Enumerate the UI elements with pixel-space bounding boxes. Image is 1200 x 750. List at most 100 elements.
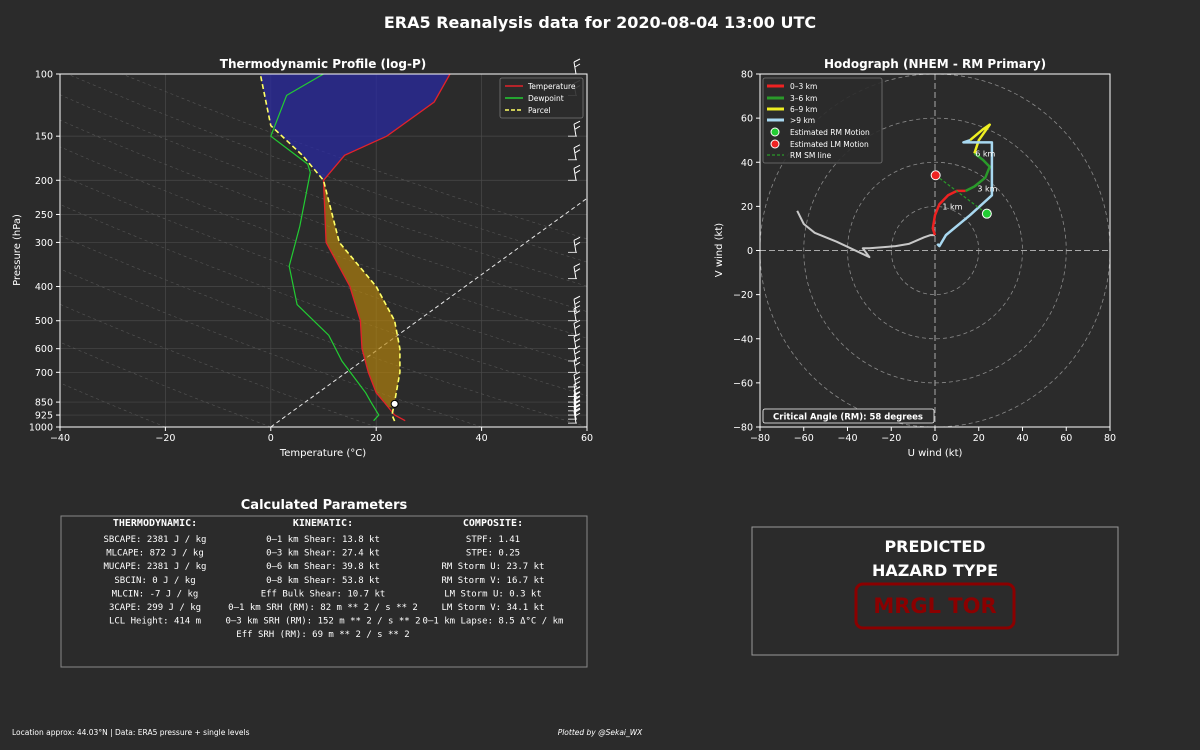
hodograph-xlabel: U wind (kt) (908, 448, 963, 459)
legend-sm-line: RM SM line (790, 151, 832, 160)
hodograph-ytick: 0 (747, 246, 753, 257)
skewt-ytick: 300 (35, 238, 53, 249)
wind-barb (568, 120, 581, 137)
skewt-ytick: 100 (35, 70, 53, 81)
hazard-value: MRGL TOR (873, 594, 996, 618)
param-comp-line: RM Storm V: 16.7 kt (442, 576, 545, 586)
wind-barb (568, 395, 581, 412)
hodograph-panel: Hodograph (NHEM - RM Primary) 1 km 3 km 6 … (714, 57, 1116, 459)
legend-6-9km: 6–9 km (790, 105, 817, 114)
hodograph-xtick: −80 (750, 433, 770, 444)
param-kin-line: 0–6 km Shear: 39.8 kt (266, 562, 380, 572)
hodograph-segment (965, 152, 991, 193)
temperature-line (322, 74, 451, 422)
hodograph-ytick: 60 (741, 114, 753, 125)
kinematic-heading: KINEMATIC: (293, 518, 353, 529)
skewt-ytick: 700 (35, 368, 53, 379)
skewt-xtick: 20 (370, 433, 382, 444)
dry-adiabat (60, 268, 482, 427)
parcel-start-marker (390, 399, 399, 408)
legend-lm-motion: Estimated LM Motion (790, 140, 869, 149)
critical-angle-box: Critical Angle (RM): 58 degrees (762, 408, 935, 424)
wind-barb (568, 407, 581, 424)
dewpoint-line (270, 74, 380, 422)
wind-barb (568, 356, 581, 373)
legend-9km-plus: >9 km (790, 116, 815, 125)
hodograph-grid (760, 74, 1110, 427)
rm-motion-marker (981, 208, 992, 219)
skewt-xtick: 0 (268, 433, 274, 444)
hodograph-ytick: 80 (741, 70, 753, 81)
skewt-ticks: −40 −20 0 20 40 60 100 150 200 250 300 400 500 600 700… (29, 70, 593, 445)
legend-3-6km: 3–6 km (790, 94, 817, 103)
hodograph-xtick: −40 (837, 433, 857, 444)
param-kin-line: 0–3 km SRH (RM): 152 m ** 2 / s ** 2 (225, 617, 420, 627)
skewt-ytick: 150 (35, 132, 53, 143)
skewt-panel: Thermodynamic Profile (log-P) −40 −20 0 20 4… (12, 57, 593, 459)
hodograph-segment (796, 210, 935, 259)
wind-barb (568, 403, 581, 420)
wind-barb (568, 295, 581, 312)
param-thermo-line: LCL Height: 414 m (109, 617, 201, 627)
hodograph-xtick: −60 (794, 433, 814, 444)
param-kin-line: Eff SRH (RM): 69 m ** 2 / s ** 2 (236, 630, 409, 640)
thermo-heading: THERMODYNAMIC: (113, 518, 197, 529)
parameters-title: Calculated Parameters (241, 498, 408, 513)
hodograph-ytick: −60 (733, 378, 753, 389)
dry-adiabat (60, 204, 587, 397)
param-kin-line: 0–1 km Shear: 13.8 kt (266, 535, 380, 545)
legend-rm-motion: Estimated RM Motion (790, 128, 870, 137)
cape-area (323, 180, 400, 408)
hodograph-ytick: 20 (741, 202, 753, 213)
skewt-ytick: 1000 (29, 423, 53, 434)
km-label: 1 km (942, 202, 962, 211)
hodograph-title: Hodograph (NHEM - RM Primary) (824, 57, 1046, 71)
dry-adiabat (60, 174, 587, 367)
legend-temperature: Temperature (527, 82, 576, 91)
skewt-ytick: 600 (35, 344, 53, 355)
hodograph-segment (936, 139, 994, 248)
param-thermo-line: 3CAPE: 299 J / kg (109, 603, 201, 613)
param-comp-line: STPE: 0.25 (466, 549, 520, 559)
hodograph-segment (969, 123, 991, 154)
hodograph-xtick: 40 (1016, 433, 1028, 444)
hodograph-ytick: 40 (741, 158, 753, 169)
critical-angle-text: Critical Angle (RM): 58 degrees (773, 413, 923, 423)
rm-sm-line (935, 174, 988, 215)
param-thermo-line: MLCIN: -7 J / kg (112, 589, 199, 599)
km-label: 6 km (975, 149, 995, 158)
skewt-ytick: 400 (35, 282, 53, 293)
km-label: 3 km (977, 185, 997, 194)
param-thermo-line: SBCAPE: 2381 J / kg (104, 535, 207, 545)
dry-adiabat (67, 74, 587, 263)
hodograph-ytick: −40 (733, 334, 753, 345)
hazard-line1: PREDICTED (884, 537, 985, 556)
param-thermo-line: MUCAPE: 2381 J / kg (104, 562, 207, 572)
wind-barb (568, 386, 581, 403)
skewt-xtick: −20 (155, 433, 175, 444)
param-thermo-line: MLCAPE: 872 J / kg (106, 549, 204, 559)
skewt-frame (59, 73, 588, 428)
hodograph-ytick: −20 (733, 290, 753, 301)
skewt-legend: Temperature Dewpoint Parcel (499, 77, 584, 119)
skewt-ytick: 500 (35, 316, 53, 327)
hazard-box (751, 526, 1119, 656)
skewt-ylabel: Pressure (hPa) (12, 214, 23, 286)
param-kin-line: Eff Bulk Shear: 10.7 kt (261, 589, 386, 599)
hodograph-xtick: 0 (932, 433, 938, 444)
param-comp-line: 0–1 km Lapse: 8.5 Δ°C / km (423, 617, 564, 627)
skewt-ytick: 925 (35, 411, 53, 422)
legend-0-3km: 0–3 km (790, 82, 817, 91)
param-kin-line: 0–1 km SRH (RM): 82 m ** 2 / s ** 2 (228, 603, 418, 613)
skewt-title: Thermodynamic Profile (log-P) (220, 57, 426, 71)
hodograph-ylabel: V wind (kt) (714, 223, 725, 277)
legend-parcel: Parcel (528, 106, 551, 115)
param-kin-line: 0–3 km Shear: 27.4 kt (266, 549, 380, 559)
param-comp-line: STPF: 1.41 (466, 535, 520, 545)
footer-location: Location approx: 44.03°N | Data: ERA5 pr… (12, 728, 250, 737)
skewt-xtick: 60 (581, 433, 593, 444)
param-thermo-line: SBCIN: 0 J / kg (114, 576, 195, 586)
hodograph-ticks: −80 −60 −40 −20 0 20 40 60 80 −80 −60 −40 −20 0 20 40 60… (733, 70, 1116, 445)
wind-barb (568, 319, 581, 336)
